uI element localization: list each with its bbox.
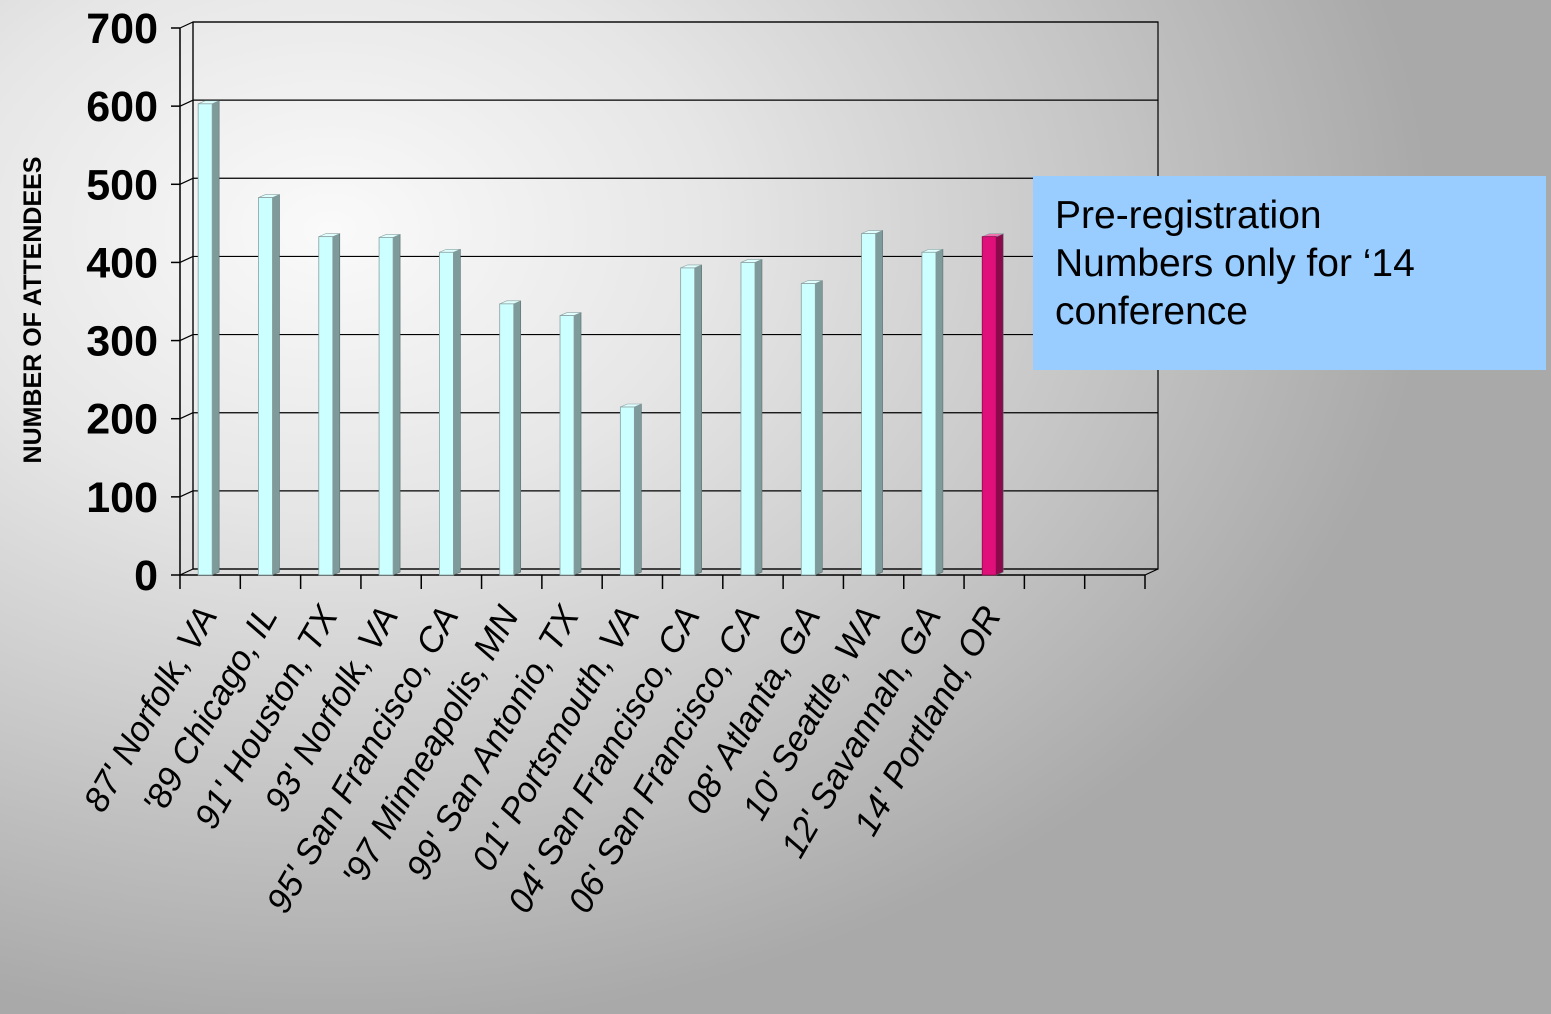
pre-registration-note: Pre-registration Numbers only for ‘14 co… <box>1033 176 1546 370</box>
gridline-side-0 <box>179 568 194 576</box>
bar <box>921 248 944 576</box>
bar-front <box>680 267 696 576</box>
gridline-side-500 <box>179 177 194 185</box>
bar-side <box>453 248 461 576</box>
bar <box>619 403 642 576</box>
x-axis-end-line <box>1144 568 1159 576</box>
y-tick-label: 700 <box>86 5 158 53</box>
bar <box>439 248 461 576</box>
bar <box>680 264 702 576</box>
gridline-side-200 <box>179 412 194 420</box>
bar <box>740 258 763 576</box>
bar-front <box>318 236 334 576</box>
bar <box>318 233 341 576</box>
bar <box>258 194 280 576</box>
bar-front <box>378 237 394 576</box>
bar-front <box>439 251 454 576</box>
bar-side <box>814 280 823 576</box>
bar-side <box>694 264 702 576</box>
bar-front <box>559 315 575 576</box>
bar-front <box>921 251 937 576</box>
bar <box>861 230 883 576</box>
bar-front <box>619 406 635 576</box>
y-axis-label: NUMBER OF ATTENDEES <box>19 157 47 464</box>
bar-side <box>392 233 401 576</box>
bar-front <box>499 303 515 576</box>
bar-side <box>211 100 220 576</box>
bar-side <box>634 403 642 576</box>
bar-front <box>861 233 876 576</box>
y-tick-label: 500 <box>86 161 158 209</box>
bar <box>499 300 522 576</box>
bar-side <box>513 300 522 576</box>
bar <box>981 233 1004 576</box>
gridline-side-700 <box>179 21 194 29</box>
bar-side <box>272 194 280 576</box>
bar-front <box>740 262 756 576</box>
y-tick-label: 200 <box>86 396 158 444</box>
bar <box>378 233 401 576</box>
y-tick-label: 600 <box>86 83 158 131</box>
bar-side <box>754 258 763 576</box>
y-tick-label: 300 <box>86 318 158 366</box>
tick-label-layer: 0 100 200 300 400 500 600 700 <box>86 5 158 600</box>
bar-side <box>875 230 883 576</box>
bar-layer <box>197 100 1004 576</box>
y-tick-label: 0 <box>134 552 158 600</box>
bar-front <box>800 283 816 576</box>
gridline-side-600 <box>179 99 194 107</box>
bar-side <box>935 248 944 576</box>
y-tick-label: 100 <box>86 474 158 522</box>
bar-front <box>258 197 273 576</box>
gridline-side-400 <box>179 255 194 263</box>
bar <box>197 100 220 576</box>
bar-side <box>995 233 1004 576</box>
bar-front <box>981 236 997 576</box>
y-tick-label: 400 <box>86 239 158 287</box>
bar <box>800 280 823 576</box>
bar-side <box>332 233 341 576</box>
gridline-side-300 <box>179 334 194 342</box>
gridline-side-100 <box>179 490 194 498</box>
bar-front <box>197 103 213 576</box>
bar <box>559 312 582 576</box>
bar-side <box>573 312 582 576</box>
